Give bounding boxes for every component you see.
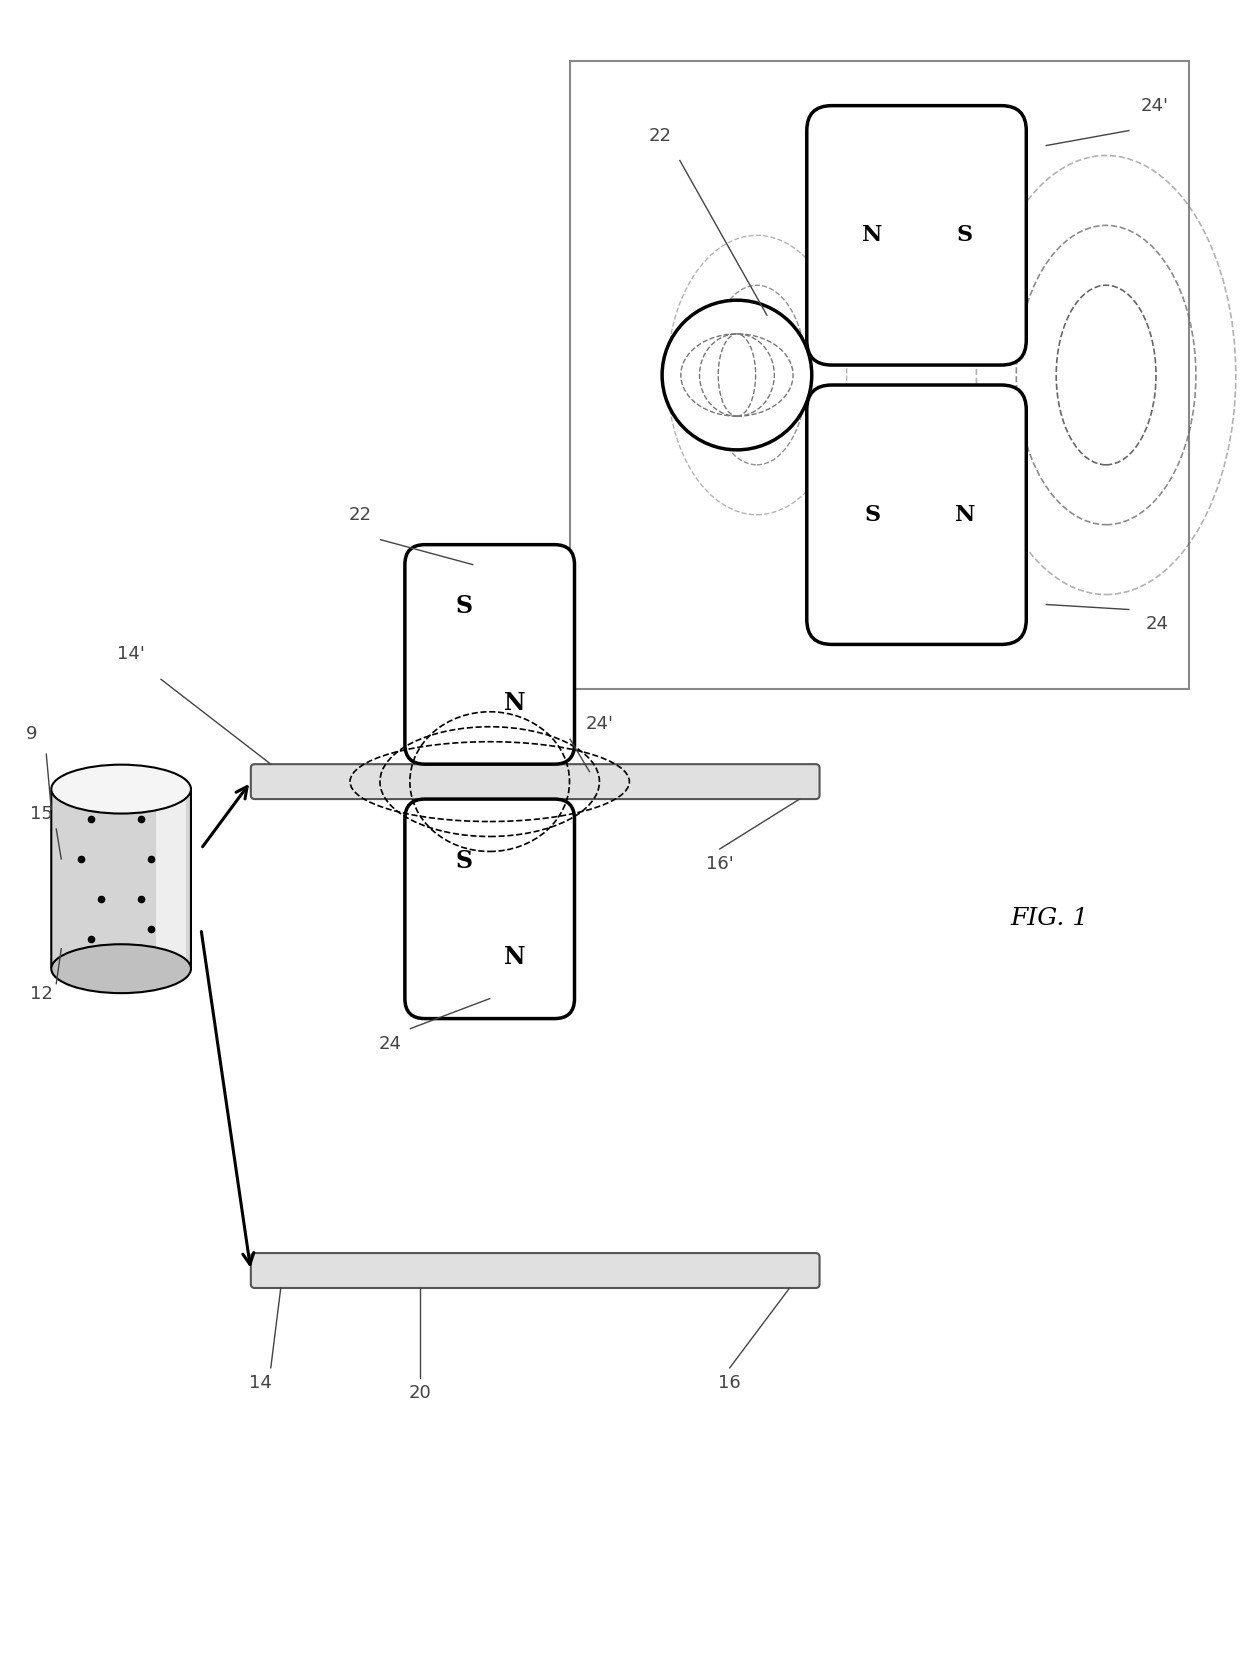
FancyBboxPatch shape	[250, 1253, 820, 1288]
Circle shape	[662, 300, 812, 451]
FancyBboxPatch shape	[807, 105, 1027, 366]
Text: 24': 24'	[1141, 97, 1169, 115]
Text: 14': 14'	[117, 646, 145, 663]
FancyBboxPatch shape	[405, 799, 574, 1018]
FancyBboxPatch shape	[250, 764, 820, 799]
Ellipse shape	[51, 945, 191, 993]
Text: S: S	[957, 224, 973, 247]
Text: N: N	[863, 224, 883, 247]
FancyBboxPatch shape	[156, 789, 186, 968]
Bar	[570, 60, 1189, 689]
Text: S: S	[456, 594, 472, 618]
Text: 16': 16'	[706, 855, 734, 873]
FancyBboxPatch shape	[405, 544, 574, 764]
Text: 20: 20	[409, 1384, 432, 1402]
Text: 22: 22	[649, 127, 671, 145]
FancyBboxPatch shape	[51, 789, 191, 968]
Text: S: S	[864, 504, 880, 526]
Text: 15: 15	[30, 804, 53, 823]
Text: 12: 12	[30, 985, 53, 1003]
Text: 24: 24	[1146, 616, 1169, 634]
Text: 22: 22	[350, 506, 372, 524]
Text: N: N	[955, 504, 975, 526]
Text: FIG. 1: FIG. 1	[1009, 908, 1089, 930]
Text: S: S	[456, 848, 472, 873]
FancyBboxPatch shape	[807, 386, 1027, 644]
Text: 24: 24	[379, 1035, 402, 1053]
Text: N: N	[505, 691, 526, 714]
Text: N: N	[505, 945, 526, 970]
Ellipse shape	[51, 764, 191, 813]
Text: 24': 24'	[587, 716, 614, 733]
Text: 16: 16	[718, 1374, 742, 1392]
Text: 14: 14	[249, 1374, 273, 1392]
Text: 9: 9	[26, 726, 37, 743]
